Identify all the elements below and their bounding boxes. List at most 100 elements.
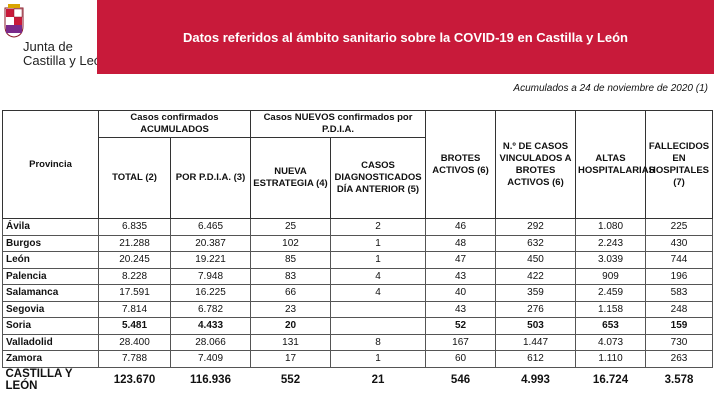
group-header: Casos NUEVOS confirmados por P.D.I.A. [249,110,427,138]
total-label: CASTILLA Y LEÓN [5,367,73,392]
value-cell: 1.080 [575,218,647,236]
title-banner: Datos referidos al ámbito sanitario sobr… [97,0,714,74]
value-cell: 1 [329,234,427,252]
value-cell: 503 [495,317,577,335]
province-cell: Segovia [2,300,99,318]
value-cell: 4 [329,284,427,302]
value-cell: 4.073 [575,333,647,351]
column-header: FALLECIDOS EN HOSPITALES (7) [645,110,714,219]
province-cell: Soria [2,317,99,335]
value-cell: 8 [329,333,427,351]
value-cell: 8.228 [98,267,171,285]
value-cell: 3.039 [575,251,647,269]
value-cell [329,317,427,335]
header-row: Provincia Casos confirmados ACUMULADOS Cas… [2,110,714,219]
logo-line: Castilla y León [23,53,109,68]
value-cell: 20 [250,317,331,335]
value-cell: 7.814 [98,300,171,318]
logo-shield [4,4,24,38]
value-cell: 612 [495,350,577,368]
column-header: CASOS DIAGNOSTICADOS DÍA ANTERIOR (5) [329,137,427,219]
province-cell: Zamora [2,350,99,368]
value-cell: 6.465 [170,218,251,236]
value-cell: 131 [250,333,331,351]
subtitle: Acumulados a 24 de noviembre de 2020 (1) [513,83,708,94]
value-cell: 25 [250,218,331,236]
header-row: TOTAL (2) POR P.D.I.A. (3) NUEVA ESTRATEGI… [3,137,713,219]
value-cell: 85 [250,251,331,269]
value-cell: 7.409 [170,350,251,368]
value-cell: 47 [425,251,497,269]
value-cell [329,300,427,318]
table-row: Salamanca 17.591 16.225 66 4 40 359 2.459 583 [2,284,714,302]
value-cell: 46 [425,218,497,236]
table-row: Segovia 7.814 6.782 23 43 276 1.158 248 [2,300,714,318]
value-cell: 40 [425,284,497,302]
value-cell: 909 [575,267,647,285]
data-table: Provincia Casos confirmados ACUMULADOS Cas… [2,110,714,392]
value-cell: 2.459 [575,284,647,302]
total-cell: 123.670 [113,373,156,386]
column-header: N.º DE CASOS VINCULADOS A BROTES ACTIVOS… [495,110,577,219]
value-cell: 2.243 [575,234,647,252]
value-cell: 292 [495,218,577,236]
value-cell: 276 [495,300,577,318]
total-cell: 546 [450,373,471,386]
value-cell: 102 [250,234,331,252]
value-cell: 263 [645,350,714,368]
value-cell: 1 [329,251,427,269]
value-cell: 422 [495,267,577,285]
value-cell: 6.782 [170,300,251,318]
value-cell: 17.591 [98,284,171,302]
total-cell: 4.993 [521,373,550,386]
value-cell: 4 [329,267,427,285]
value-cell: 1.447 [495,333,577,351]
value-cell: 730 [645,333,714,351]
value-cell: 60 [425,350,497,368]
value-cell: 196 [645,267,714,285]
table-row: Palencia 8.228 7.948 83 4 43 422 909 196 [2,267,714,285]
value-cell: 430 [645,234,714,252]
value-cell: 159 [645,317,714,335]
total-cell: 3.578 [664,373,694,386]
total-cell: 16.724 [592,373,629,386]
value-cell: 450 [495,251,577,269]
value-cell: 1.158 [575,300,647,318]
value-cell: 583 [645,284,714,302]
table-row: Burgos 21.288 20.387 102 1 48 632 2.243 430 [2,234,714,252]
value-cell: 167 [425,333,497,351]
total-row: CASTILLA Y LEÓN 123.670 116.936 552 21 546 4.9… [3,367,713,392]
value-cell: 23 [250,300,331,318]
province-cell: Palencia [2,267,99,285]
province-cell: Salamanca [2,284,99,302]
column-header: NUEVA ESTRATEGIA (4) [250,137,331,219]
logo-line: Junta de [23,39,73,54]
province-cell: Valladolid [2,333,99,351]
column-header: BROTES ACTIVOS (6) [425,110,497,219]
value-cell: 4.433 [170,317,251,335]
value-cell: 19.221 [170,251,251,269]
value-cell: 359 [495,284,577,302]
column-header: ALTAS HOSPITALARIAS [575,110,655,219]
value-cell: 52 [425,317,497,335]
title: Datos referidos al ámbito sanitario sobr… [182,29,628,45]
value-cell: 653 [575,317,647,335]
value-cell: 21.288 [98,234,171,252]
value-cell: 248 [645,300,714,318]
table-row: Zamora 7.788 7.409 17 1 60 612 1.110 263 [2,350,714,368]
value-cell: 2 [329,218,427,236]
value-cell: 17 [250,350,331,368]
province-cell: Ávila [2,218,99,236]
table-row: León 20.245 19.221 85 1 47 450 3.039 744 [2,251,714,269]
logo-text: Junta de Castilla y León [23,40,108,68]
value-cell: 7.948 [170,267,251,285]
value-cell: 1 [329,350,427,368]
value-cell: 48 [425,234,497,252]
value-cell: 43 [425,300,497,318]
value-cell: 632 [495,234,577,252]
value-cell: 16.225 [170,284,251,302]
total-cell: 21 [371,373,385,386]
value-cell: 28.066 [170,333,251,351]
value-cell: 225 [645,218,714,236]
